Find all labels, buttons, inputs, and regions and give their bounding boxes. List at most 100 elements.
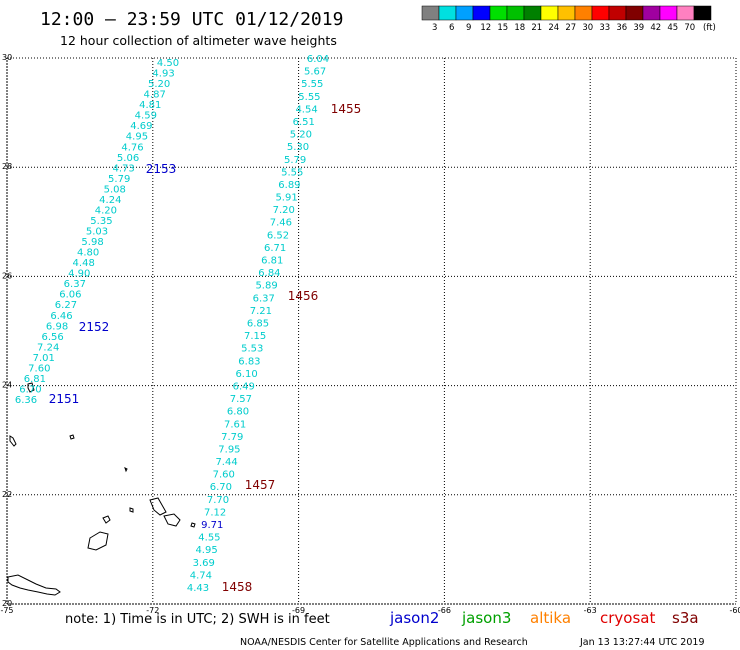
wave-height-value: 6.06 — [59, 290, 81, 301]
wave-height-value: 5.03 — [86, 227, 108, 238]
wave-height-value: 5.79 — [108, 174, 130, 185]
wave-height-value: 7.60 — [28, 363, 50, 374]
island-cat — [27, 382, 35, 393]
legend-bin-label: 3 — [432, 23, 437, 33]
wave-height-value: 5.98 — [81, 237, 103, 248]
legend-swatch — [489, 5, 508, 21]
track-time-label: 1457 — [245, 478, 276, 492]
legend-swatch — [676, 5, 695, 21]
legend-bin-label: 70 — [684, 23, 695, 33]
track-time-label: 2153 — [146, 162, 177, 176]
track-time-label: 2151 — [49, 392, 80, 406]
lon-tick-label: -75 — [0, 606, 13, 615]
wave-height-value: 5.55 — [298, 92, 320, 103]
wave-height-value: 6.85 — [247, 319, 269, 330]
island-outlines — [7, 382, 196, 596]
wave-height-value: 4.50 — [157, 58, 179, 69]
wave-height-value: 4.95 — [195, 545, 217, 556]
island-turks — [149, 497, 167, 516]
wave-height-value: 5.91 — [275, 193, 297, 204]
wave-height-value: 7.61 — [224, 419, 246, 430]
wave-height-value: 7.44 — [215, 457, 237, 468]
legend-bin-label: 15 — [497, 23, 508, 33]
legend-swatch — [642, 5, 661, 21]
wave-height-value: 7.15 — [244, 331, 266, 342]
legend-bin-label: 9 — [466, 23, 471, 33]
wave-height-value: 7.95 — [218, 444, 240, 455]
wave-height-value: 6.51 — [293, 117, 315, 128]
wave-height-value: 4.87 — [144, 90, 166, 101]
track-time-label: 1456 — [288, 289, 319, 303]
lat-tick-label: 22 — [2, 490, 12, 499]
legend-bin-label: 27 — [565, 23, 576, 33]
satellite-name-jason3: jason3 — [461, 609, 511, 627]
legend-swatch — [540, 5, 559, 21]
island-small-2 — [129, 507, 134, 513]
wave-height-value: 4.24 — [99, 195, 121, 206]
legend-swatch — [693, 5, 712, 21]
wave-height-value: 7.21 — [250, 306, 272, 317]
track-time-labels: 2153 2152 2151 1455 1456 1457 1458 — [49, 102, 362, 594]
wave-height-value: 7.01 — [33, 353, 55, 364]
track-time-label: 2152 — [79, 320, 110, 334]
wave-height-value: 6.81 — [261, 256, 283, 267]
map-frame — [6, 57, 737, 605]
legend-bin-label: 6 — [449, 23, 454, 33]
wave-height-value: 5.67 — [304, 67, 326, 78]
footer-note: note: 1) Time is in UTC; 2) SWH is in fe… — [65, 612, 330, 627]
wave-height-value: 6.84 — [258, 268, 280, 279]
island-caicos — [163, 513, 181, 527]
wave-height-value: 6.80 — [227, 407, 249, 418]
wave-height-value: 6.70 — [19, 384, 41, 395]
wave-height-value: 5.89 — [255, 281, 277, 292]
wave-height-value: 4.73 — [112, 163, 134, 174]
wave-height-value: 4.95 — [126, 132, 148, 143]
wave-height-value: 5.35 — [90, 216, 112, 227]
wave-height-value: 7.20 — [273, 205, 295, 216]
wave-height-value: 6.37 — [253, 293, 275, 304]
legend-unit-label: (ft) — [703, 23, 716, 33]
legend-swatch — [574, 5, 593, 21]
legend-swatch — [625, 5, 644, 21]
footer-timestamp: Jan 13 13:27:44 UTC 2019 — [579, 637, 705, 648]
wave-height-value: 6.36 — [15, 395, 37, 406]
wave-height-value: 6.70 — [210, 482, 232, 493]
wave-height-value: 4.90 — [68, 269, 90, 280]
lon-tick-label: -63 — [584, 606, 597, 615]
satellite-legend: jason2 jason3 altika cryosat s3a — [389, 609, 699, 627]
wave-height-value: 3.69 — [193, 558, 215, 569]
lon-tick-label: -72 — [146, 606, 159, 615]
wave-height-value: 9.71 — [201, 520, 223, 531]
track-time-label: 1455 — [331, 102, 362, 116]
legend-swatch — [421, 5, 440, 21]
wave-height-value: 4.59 — [135, 111, 157, 122]
legend-swatch — [506, 5, 525, 21]
wave-height-value: 4.20 — [95, 205, 117, 216]
legend-swatch — [523, 5, 542, 21]
island-acklins — [102, 515, 111, 524]
wave-height-value: 6.46 — [50, 311, 72, 322]
track-east: 6.045.675.555.554.546.515.205.305.795.55… — [187, 54, 329, 594]
wave-height-value: 4.48 — [73, 258, 95, 269]
legend-bin-label: 33 — [599, 23, 610, 33]
island-exuma — [9, 435, 17, 447]
lat-tick-label: 26 — [2, 271, 12, 280]
wave-height-value: 5.20 — [148, 79, 170, 90]
wave-height-value: 4.55 — [198, 533, 220, 544]
wave-height-value: 4.76 — [121, 142, 143, 153]
track-time-label: 1458 — [222, 580, 253, 594]
wave-height-value: 4.80 — [77, 248, 99, 259]
wave-height-value: 7.60 — [213, 470, 235, 481]
legend-bin-label: 24 — [548, 23, 559, 33]
legend-swatch — [659, 5, 678, 21]
wave-height-value: 5.55 — [281, 167, 303, 178]
wave-height-value: 6.56 — [41, 332, 63, 343]
lon-tick-label: -69 — [292, 606, 305, 615]
color-legend: 3 6 9 12 15 18 21 24 27 30 33 36 39 42 45 70 — [421, 5, 712, 33]
map-grid — [6, 57, 737, 605]
island-small-1 — [69, 434, 75, 440]
axis-tick-labels: -75 -72 -69 -66 -63 -60 30 28 26 24 22 20 — [0, 53, 740, 615]
wave-height-value: 5.06 — [117, 153, 139, 164]
wave-height-value: 6.98 — [46, 321, 68, 332]
